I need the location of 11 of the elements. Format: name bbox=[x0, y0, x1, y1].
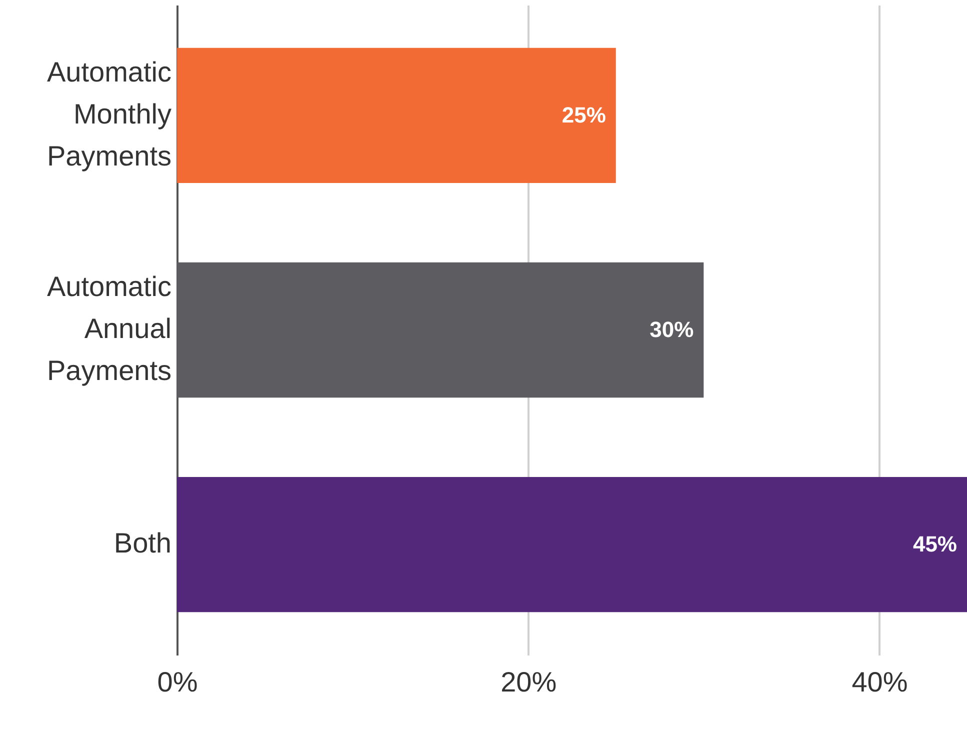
x-tick-label: 40% bbox=[852, 666, 908, 698]
x-tick-label: 0% bbox=[157, 666, 198, 698]
bar bbox=[177, 476, 967, 612]
y-tick-label: Automatic Monthly Payments bbox=[47, 56, 172, 172]
data-label: 45% bbox=[912, 532, 957, 557]
y-tick-label: Both bbox=[114, 528, 172, 559]
bar bbox=[177, 48, 616, 184]
data-label: 30% bbox=[650, 317, 694, 342]
x-tick-label: 20% bbox=[500, 666, 557, 698]
data-label: 25% bbox=[562, 102, 606, 128]
y-tick-label: Automatic Annual Payments bbox=[47, 271, 172, 386]
